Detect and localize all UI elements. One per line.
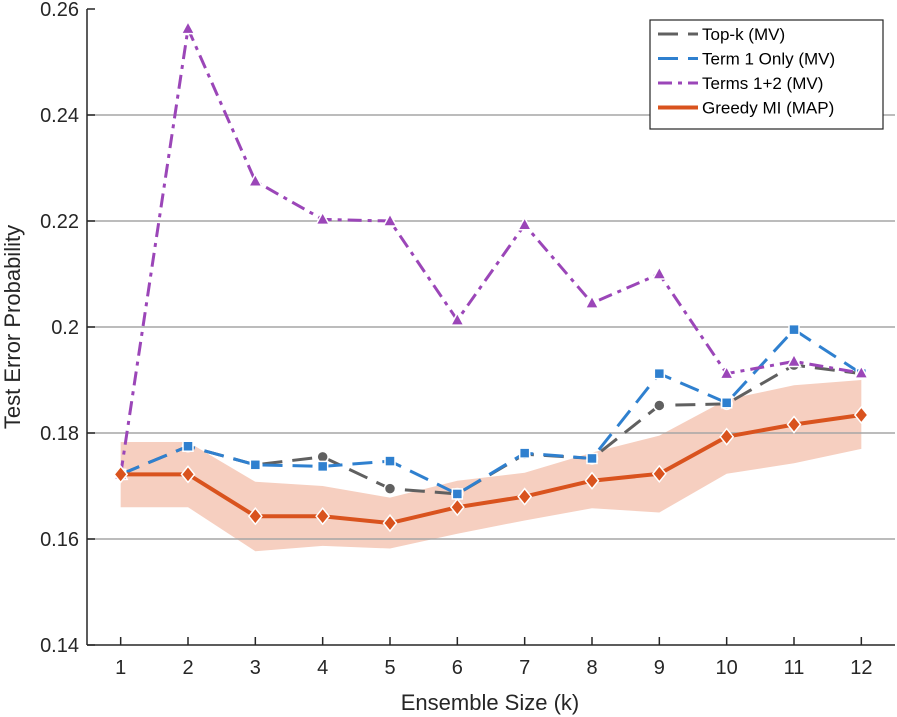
data-point [247, 507, 263, 526]
data-point [113, 465, 129, 484]
y-tick-label: 0.24 [40, 105, 79, 127]
y-tick-label: 0.14 [40, 635, 79, 657]
legend: Top-k (MV) Term 1 Only (MV) Terms 1+2 (MV)… [649, 19, 884, 130]
axis-layer: 0.140.160.180.20.220.240.261 2 3 4 5 6 7 8 9 10 11… [40, 0, 895, 679]
x-tick-label: 6 [452, 657, 463, 679]
legend-label: Term 1 Only (MV) [702, 50, 835, 69]
data-point [316, 460, 329, 473]
legend-label: Greedy MI (MAP) [702, 99, 834, 118]
series-line [119, 27, 862, 475]
y-axis-label: Test Error Probability [0, 225, 25, 429]
data-point [449, 311, 466, 326]
data-point [182, 440, 194, 452]
data-point [653, 367, 666, 380]
data-point [720, 397, 733, 409]
x-tick-label: 12 [850, 657, 872, 679]
data-point [853, 364, 870, 379]
confidence-band-layer [120, 380, 862, 552]
data-point [180, 465, 196, 484]
data-point [788, 323, 800, 336]
data-point [586, 452, 598, 465]
series-layer [112, 20, 870, 533]
legend-label: Top-k (MV) [702, 25, 785, 44]
data-point [786, 415, 802, 434]
x-tick-label: 9 [654, 657, 665, 679]
series-line [120, 328, 863, 496]
data-point [384, 455, 396, 467]
data-point [718, 365, 735, 380]
data-point [853, 405, 869, 425]
grid-layer [87, 114, 895, 540]
data-point [653, 399, 666, 412]
y-tick-label: 0.18 [40, 423, 79, 445]
x-axis-label: Ensemble Size (k) [401, 690, 580, 715]
x-tick-label: 2 [182, 657, 193, 679]
y-tick-label: 0.26 [40, 0, 79, 21]
x-tick-label: 4 [317, 657, 328, 679]
x-tick-label: 5 [384, 657, 395, 679]
legend-box [649, 19, 884, 130]
data-point [247, 172, 264, 187]
y-tick-label: 0.16 [40, 529, 79, 551]
series-4 [113, 405, 869, 533]
data-point [314, 210, 331, 226]
x-tick-label: 8 [586, 657, 597, 679]
data-point [315, 507, 331, 526]
x-tick-label: 11 [784, 657, 805, 679]
y-tick-label: 0.2 [51, 317, 79, 339]
series-2 [114, 323, 868, 500]
data-point [786, 352, 802, 368]
x-tick-label: 1 [115, 657, 126, 679]
series-line [120, 412, 862, 526]
data-point [382, 212, 398, 227]
data-point [584, 294, 600, 309]
data-point [517, 487, 533, 506]
confidence-band [120, 380, 862, 552]
x-tick-label: 7 [519, 657, 530, 679]
legend-label: Terms 1+2 (MV) [702, 74, 823, 93]
data-point [651, 464, 667, 483]
data-point [382, 513, 398, 533]
data-point [249, 459, 262, 471]
y-tick-label: 0.22 [40, 211, 79, 233]
x-tick-label: 10 [716, 657, 738, 679]
data-point [180, 20, 196, 35]
data-point [383, 482, 397, 495]
x-tick-label: 3 [250, 657, 261, 679]
data-point [451, 488, 464, 500]
data-point [449, 498, 465, 517]
data-point [516, 216, 533, 231]
data-point [518, 447, 531, 459]
data-point [719, 427, 735, 446]
data-point [584, 471, 600, 490]
data-point [651, 265, 668, 280]
